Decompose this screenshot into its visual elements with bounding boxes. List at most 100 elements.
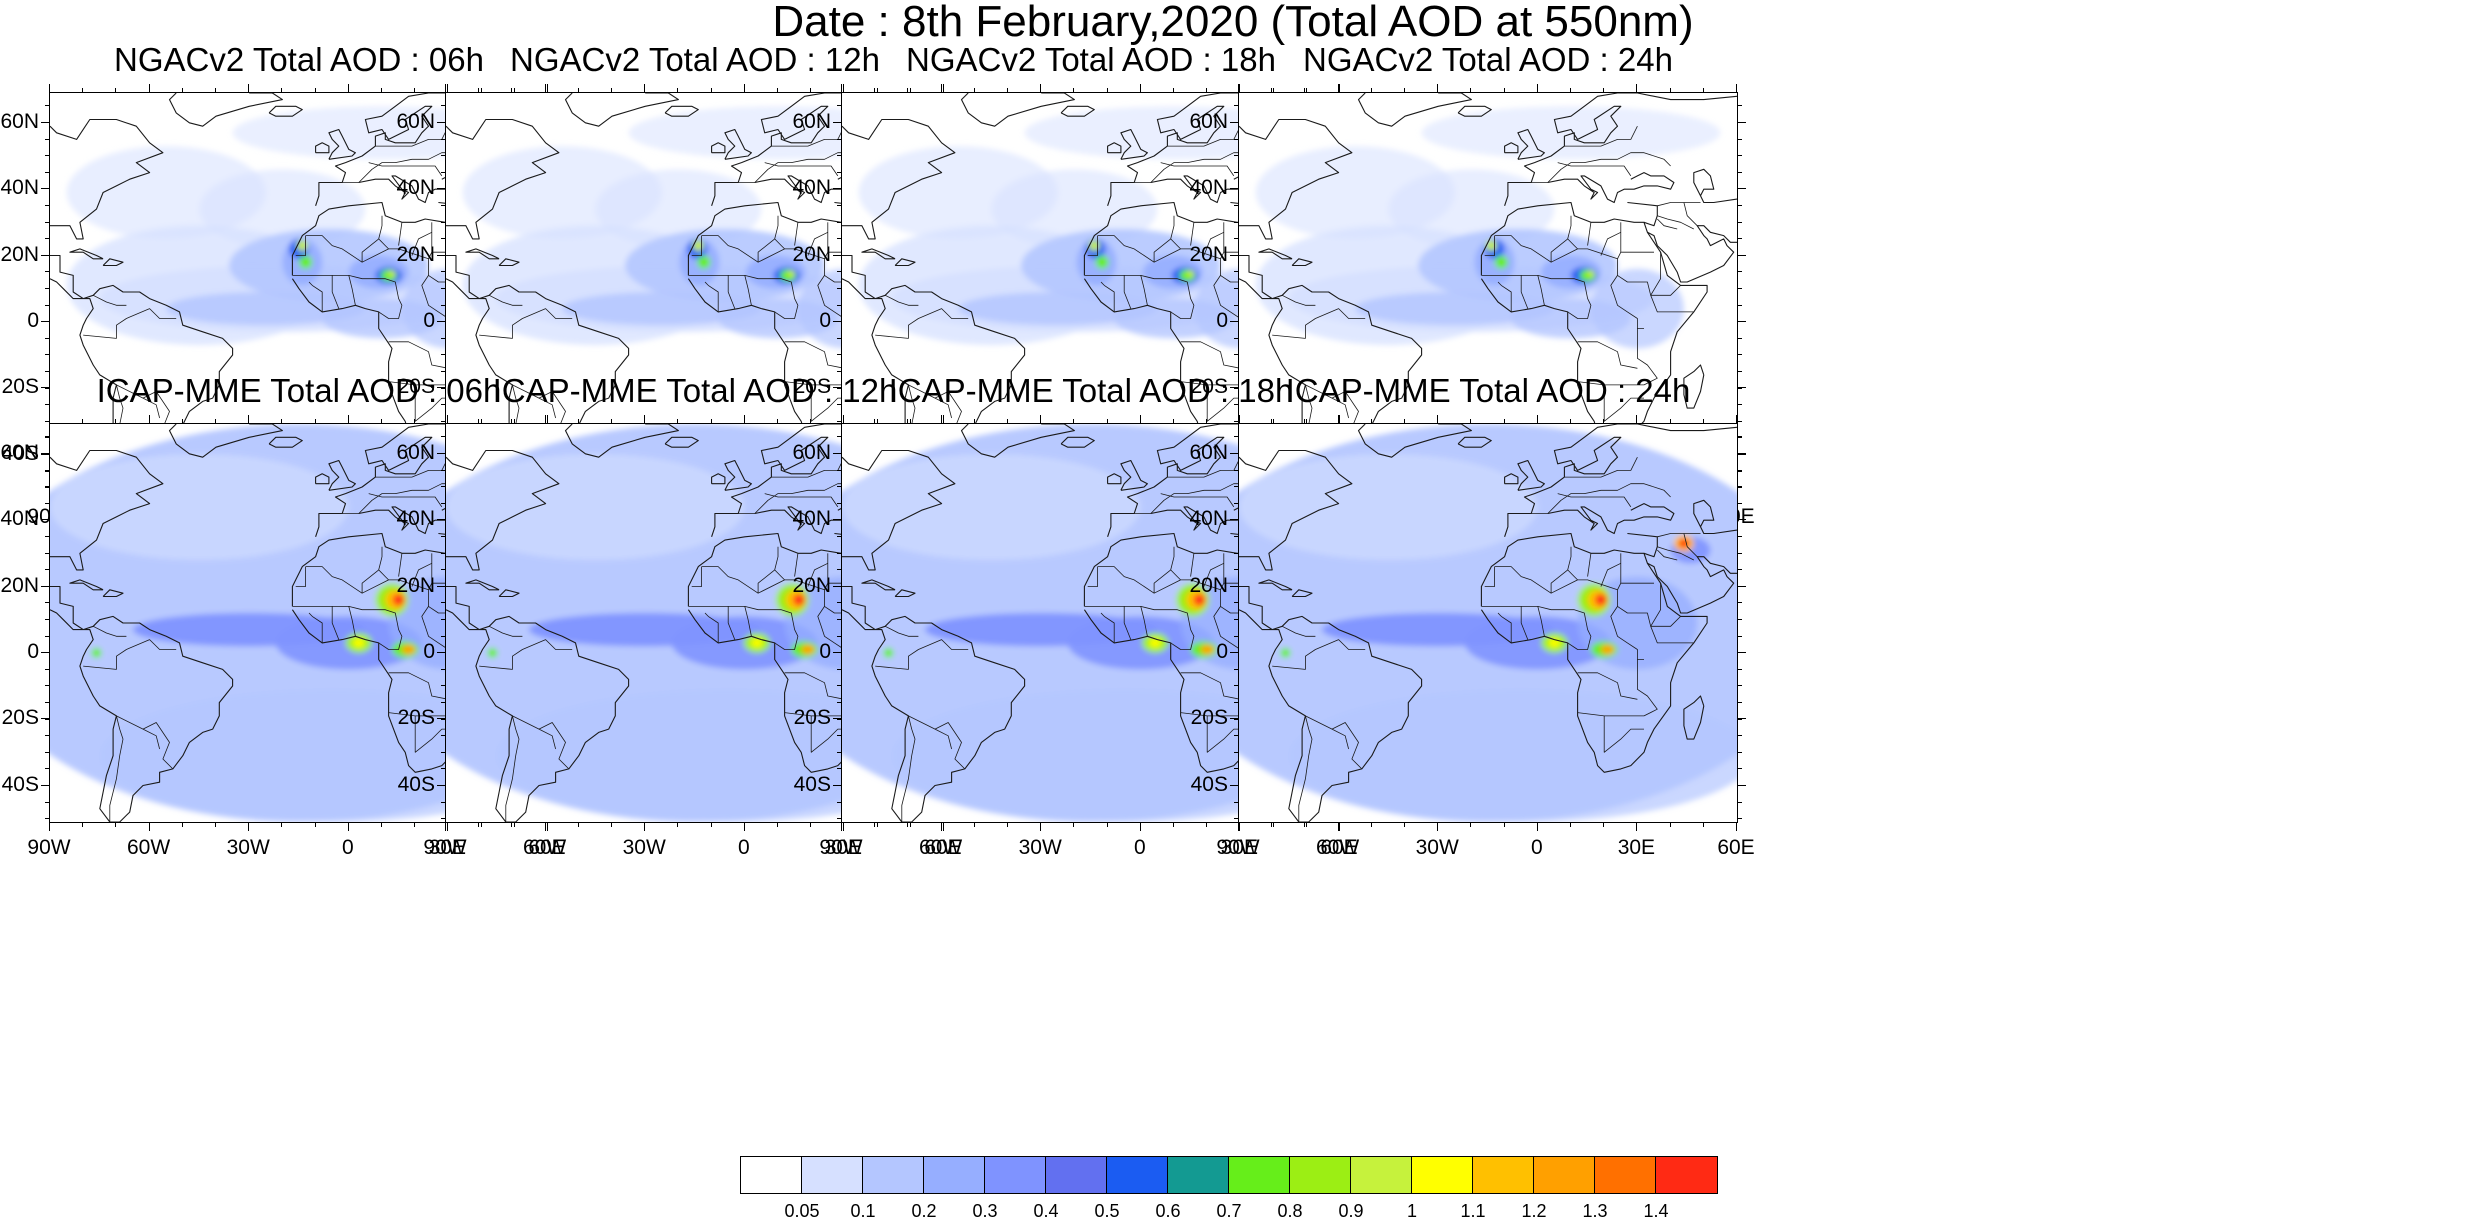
y-tick-label: 20S (793, 375, 831, 399)
x-tick-label: 30W (622, 836, 666, 859)
coastline (1107, 142, 1122, 154)
y-tick-mark (1738, 784, 1746, 786)
y-minor-tick (1738, 436, 1742, 438)
country-border (691, 566, 703, 587)
x-minor-tick (480, 419, 482, 423)
x-minor-tick (1206, 419, 1208, 423)
y-tick-label: 60N (792, 441, 831, 464)
y-minor-tick (441, 718, 445, 720)
colorbar-label: 1.1 (1460, 1201, 1486, 1221)
x-minor-tick (810, 823, 812, 827)
country-border (934, 728, 952, 750)
coastline (1547, 172, 1675, 204)
coastline (498, 258, 520, 267)
aod-plume (1200, 644, 1214, 655)
country-border (701, 235, 851, 329)
aod-plume (1388, 169, 1555, 249)
x-minor-tick (1570, 419, 1571, 423)
country-border (1100, 612, 1115, 643)
aod-plume (401, 644, 416, 655)
panel-title: ICAP-MME Total AOD : 06h (96, 372, 502, 409)
y-tick-label: 20N (396, 242, 435, 266)
country-border (704, 281, 719, 312)
coastline (1060, 436, 1095, 448)
y-minor-tick (45, 502, 49, 504)
y-tick-label: 20S (1, 375, 39, 399)
x-minor-tick (511, 88, 513, 92)
y-minor-tick (45, 486, 49, 488)
country-border (1537, 275, 1545, 306)
y-minor-tick (1738, 453, 1742, 454)
y-minor-tick (837, 519, 841, 521)
coastline (1258, 248, 1293, 260)
y-tick-label: 60N (1189, 110, 1228, 133)
country-border (411, 562, 432, 587)
coastline (328, 459, 356, 491)
country-border (1650, 285, 1681, 296)
y-minor-tick (441, 205, 445, 206)
panel-title: ICAP-MME Total AOD : 12h (492, 372, 898, 409)
y-tick-label: 20N (396, 573, 435, 597)
x-minor-tick (777, 419, 778, 423)
x-minor-tick (577, 823, 579, 827)
x-minor-tick (1702, 419, 1704, 423)
x-minor-tick (115, 88, 117, 92)
country-border (1587, 553, 1592, 577)
colorbar-label: 1.3 (1582, 1201, 1608, 1221)
aod-plume (595, 169, 762, 249)
aod-plume (166, 292, 366, 326)
country-border (1564, 126, 1638, 147)
coastline (1107, 424, 1340, 537)
coastline (1107, 93, 1340, 206)
y-minor-tick (1738, 420, 1742, 422)
y-minor-tick (1738, 271, 1742, 273)
x-minor-tick (1007, 419, 1008, 423)
y-tick-label: 0 (423, 639, 435, 663)
x-minor-tick (1370, 88, 1372, 92)
country-border (479, 308, 573, 339)
y-minor-tick (45, 288, 49, 289)
aod-map (446, 93, 944, 491)
y-minor-tick (441, 436, 445, 438)
x-minor-tick (1503, 419, 1505, 423)
x-minor-tick (1669, 88, 1671, 92)
y-minor-tick (1234, 702, 1238, 703)
x-minor-tick (1173, 823, 1174, 827)
coastline (498, 589, 520, 598)
y-minor-tick (441, 404, 445, 406)
y-tick-mark (1738, 122, 1746, 123)
x-minor-tick (478, 88, 480, 92)
y-minor-tick (1738, 619, 1742, 620)
y-minor-tick (441, 321, 445, 323)
y-minor-tick (441, 105, 445, 107)
country-border (1550, 238, 1568, 263)
country-border (1520, 275, 1529, 309)
x-minor-tick (547, 823, 548, 827)
country-border (794, 553, 799, 577)
y-minor-tick (1234, 354, 1238, 356)
x-minor-tick (215, 823, 216, 827)
x-minor-tick (478, 823, 480, 827)
aod-plume (1486, 240, 1497, 251)
country-border (1650, 252, 1662, 296)
x-minor-tick (1305, 823, 1307, 827)
y-tick-label: 20S (397, 706, 435, 730)
x-minor-tick (1106, 88, 1108, 92)
coastline (711, 473, 726, 485)
y-tick-label: 0 (819, 308, 831, 332)
x-minor-tick (940, 419, 942, 423)
y-tick-label: 40N (396, 507, 435, 531)
aod-plume (487, 647, 498, 658)
country-border (538, 728, 556, 750)
country-border (93, 625, 127, 637)
x-minor-tick (544, 419, 546, 423)
coastline (664, 105, 699, 117)
x-minor-tick (841, 88, 842, 92)
y-minor-tick (45, 436, 49, 438)
country-border (1657, 549, 1678, 561)
y-minor-tick (837, 288, 841, 289)
map-panel-8: ICAP-MME Total AOD : 24h 60N 40N 20N 0 20S 40S… (1189, 373, 1754, 859)
x-minor-tick (148, 419, 150, 423)
y-minor-tick (441, 337, 445, 339)
aod-field (1255, 106, 1721, 491)
